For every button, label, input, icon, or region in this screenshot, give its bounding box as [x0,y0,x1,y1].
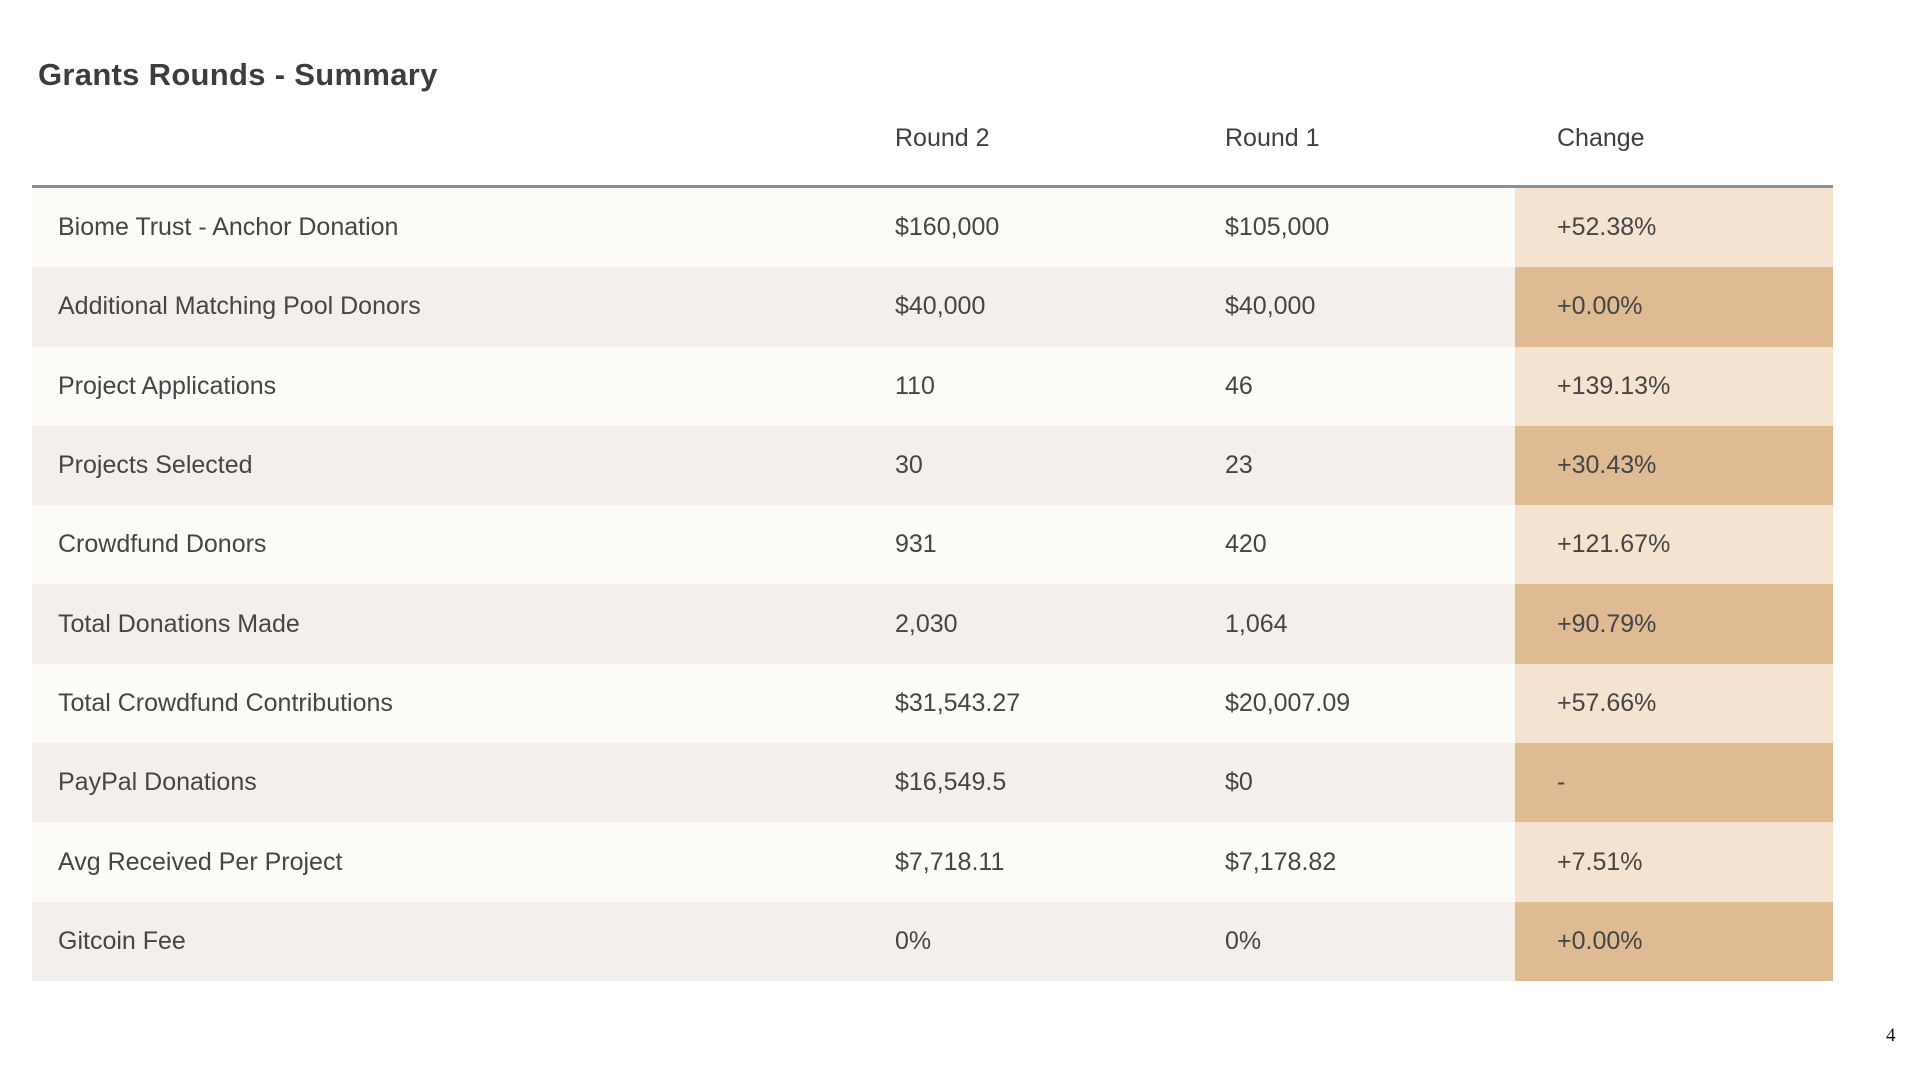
table-body: Biome Trust - Anchor Donation $160,000 $… [32,188,1833,981]
table-row: Projects Selected 30 23 +30.43% [32,425,1833,506]
column-header-change: Change [1557,123,1645,152]
round2-value: 110 [895,346,1225,426]
row-label: Project Applications [32,346,895,426]
table-row: Total Crowdfund Contributions $31,543.27… [32,663,1833,744]
row-label: Total Donations Made [32,584,895,664]
column-header-metric [32,115,895,161]
round1-value: 23 [1225,425,1515,506]
row-label: Crowdfund Donors [32,505,895,585]
round1-value: $7,178.82 [1225,822,1515,902]
page-number: 4 [1886,1025,1896,1046]
table-row: Crowdfund Donors 931 420 +121.67% [32,505,1833,585]
table-row: Total Donations Made 2,030 1,064 +90.79% [32,584,1833,664]
round1-value: $20,007.09 [1225,663,1515,744]
table-row: Project Applications 110 46 +139.13% [32,346,1833,426]
change-value: - [1515,743,1833,823]
change-value: +0.00% [1515,267,1833,347]
header-underline [32,185,1833,188]
page-title: Grants Rounds - Summary [38,57,438,92]
summary-table: Round 2 Round 1 Change Biome Trust - Anc… [32,115,1833,981]
round1-value: 46 [1225,346,1515,426]
table-row: Biome Trust - Anchor Donation $160,000 $… [32,188,1833,268]
round1-value: 420 [1225,505,1515,585]
change-value: +30.43% [1515,425,1833,506]
table-row: Additional Matching Pool Donors $40,000 … [32,267,1833,347]
change-value: +121.67% [1515,505,1833,585]
round2-value: 30 [895,425,1225,506]
round2-value: $16,549.5 [895,743,1225,823]
table-header-row: Round 2 Round 1 Change [32,115,1833,161]
row-label: Total Crowdfund Contributions [32,663,895,744]
change-value: +57.66% [1515,663,1833,744]
column-header-round2: Round 2 [895,123,990,152]
row-label: Projects Selected [32,425,895,506]
round2-value: $31,543.27 [895,663,1225,744]
table-row: Avg Received Per Project $7,718.11 $7,17… [32,822,1833,902]
round2-value: 0% [895,901,1225,981]
round1-value: $0 [1225,743,1515,823]
row-label: Biome Trust - Anchor Donation [32,188,895,268]
round2-value: 2,030 [895,584,1225,664]
round1-value: $105,000 [1225,188,1515,268]
round2-value: 931 [895,505,1225,585]
row-label: Avg Received Per Project [32,822,895,902]
round1-value: 0% [1225,901,1515,981]
round2-value: $160,000 [895,188,1225,268]
change-value: +52.38% [1515,188,1833,268]
column-header-round1: Round 1 [1225,123,1320,152]
table-row: Gitcoin Fee 0% 0% +0.00% [32,901,1833,981]
table-row: PayPal Donations $16,549.5 $0 - [32,743,1833,823]
row-label: PayPal Donations [32,743,895,823]
change-value: +0.00% [1515,901,1833,981]
change-value: +139.13% [1515,346,1833,426]
change-value: +90.79% [1515,584,1833,664]
round1-value: $40,000 [1225,267,1515,347]
change-value: +7.51% [1515,822,1833,902]
row-label: Additional Matching Pool Donors [32,267,895,347]
row-label: Gitcoin Fee [32,901,895,981]
round2-value: $7,718.11 [895,822,1225,902]
round1-value: 1,064 [1225,584,1515,664]
round2-value: $40,000 [895,267,1225,347]
